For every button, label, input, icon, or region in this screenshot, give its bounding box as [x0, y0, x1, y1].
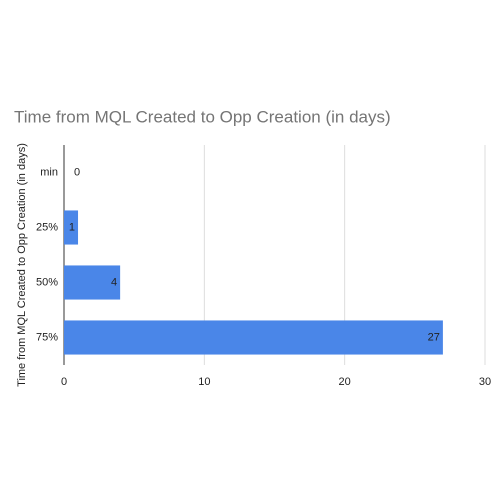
value-label: 0 — [74, 166, 80, 178]
x-tick-label: 0 — [61, 376, 67, 388]
chart-title: Time from MQL Created to Opp Creation (i… — [14, 107, 391, 126]
bar — [64, 320, 443, 355]
bar — [64, 265, 121, 300]
x-tick-label: 20 — [339, 376, 351, 388]
value-label: 1 — [69, 221, 75, 233]
y-tick-label: 50% — [36, 276, 58, 288]
value-label: 4 — [111, 276, 117, 288]
x-tick-label: 10 — [198, 376, 210, 388]
y-tick-label: min — [40, 166, 58, 178]
y-axis-title: Time from MQL Created to Opp Creation (i… — [16, 143, 28, 387]
value-label: 27 — [428, 331, 440, 343]
bar — [64, 210, 79, 245]
y-tick-label: 75% — [36, 331, 58, 343]
x-tick-label: 30 — [479, 376, 491, 388]
y-tick-label: 25% — [36, 221, 58, 233]
